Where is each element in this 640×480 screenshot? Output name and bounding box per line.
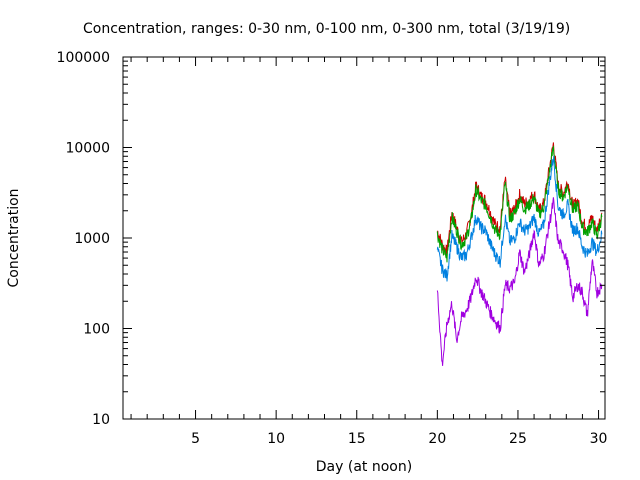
chart-title: Concentration, ranges: 0-30 nm, 0-100 nm… (83, 21, 570, 37)
x-tick-label: 25 (509, 431, 527, 447)
x-tick-label: 20 (428, 431, 446, 447)
y-axis-label: Concentration (6, 188, 22, 287)
x-axis-label: Day (at noon) (316, 459, 412, 475)
series-line-4 (436, 197, 603, 366)
y-tick-label: 10 (92, 412, 110, 428)
y-tick-label: 100 (83, 322, 110, 338)
x-tick-label: 5 (191, 431, 200, 447)
series-line-3 (436, 155, 603, 282)
series-line-2 (436, 145, 603, 263)
y-tick-label: 10000 (65, 141, 110, 157)
y-tick-label: 1000 (74, 231, 110, 247)
x-tick-label: 15 (348, 431, 366, 447)
y-tick-label: 100000 (57, 50, 110, 66)
x-tick-label: 10 (267, 431, 285, 447)
x-tick-label: 30 (590, 431, 608, 447)
